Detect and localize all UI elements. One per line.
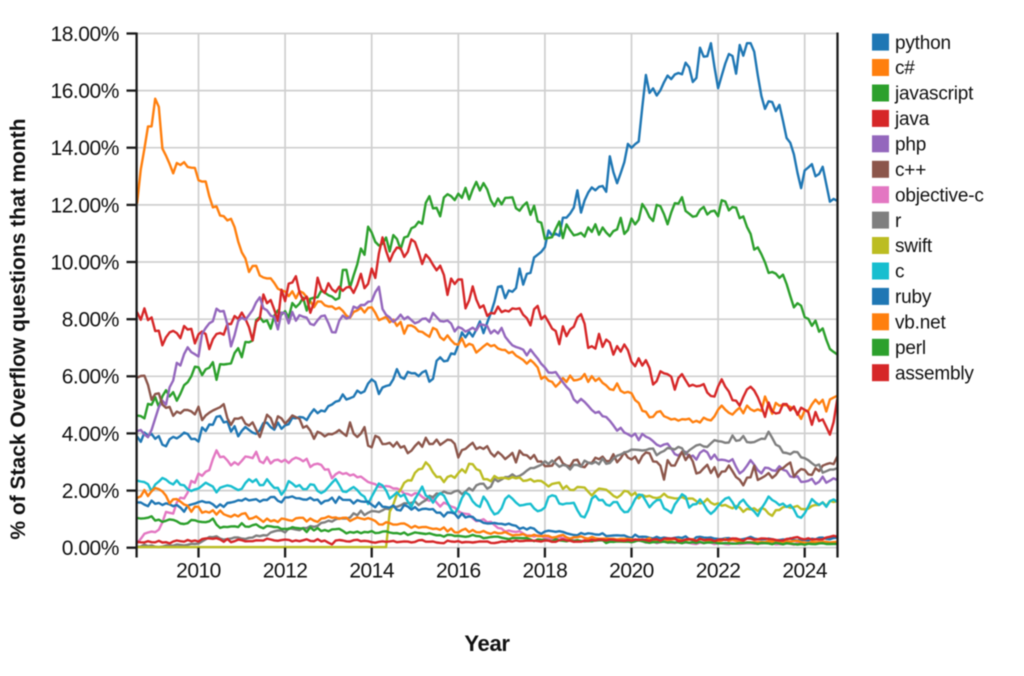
svg-text:2022: 2022 xyxy=(696,560,741,583)
svg-text:perl: perl xyxy=(895,338,926,359)
svg-text:0.00%: 0.00% xyxy=(62,537,119,560)
svg-text:4.00%: 4.00% xyxy=(62,423,119,446)
svg-text:2012: 2012 xyxy=(263,560,308,583)
svg-text:2018: 2018 xyxy=(523,560,568,583)
svg-text:objective-c: objective-c xyxy=(895,185,984,206)
svg-text:php: php xyxy=(895,135,926,156)
svg-text:c++: c++ xyxy=(895,160,926,181)
svg-text:% of Stack Overflow questions: % of Stack Overflow questions that month xyxy=(7,118,30,539)
svg-text:2010: 2010 xyxy=(176,560,221,583)
svg-text:2024: 2024 xyxy=(782,560,828,583)
svg-text:16.00%: 16.00% xyxy=(50,80,119,103)
svg-text:swift: swift xyxy=(895,236,933,257)
svg-text:6.00%: 6.00% xyxy=(62,366,119,389)
svg-text:python: python xyxy=(895,33,951,54)
svg-text:r: r xyxy=(895,211,902,232)
svg-text:2014: 2014 xyxy=(349,560,395,583)
svg-text:c#: c# xyxy=(895,58,915,79)
svg-text:Year: Year xyxy=(464,631,510,656)
svg-text:10.00%: 10.00% xyxy=(50,251,119,274)
svg-text:8.00%: 8.00% xyxy=(62,309,119,332)
svg-text:java: java xyxy=(894,109,930,130)
svg-text:c: c xyxy=(895,262,904,283)
svg-text:vb.net: vb.net xyxy=(895,313,946,334)
svg-text:assembly: assembly xyxy=(895,363,974,384)
svg-text:2.00%: 2.00% xyxy=(62,480,119,503)
svg-text:ruby: ruby xyxy=(895,287,932,308)
svg-text:2016: 2016 xyxy=(436,560,481,583)
svg-text:javascript: javascript xyxy=(894,84,974,105)
svg-text:2020: 2020 xyxy=(609,560,654,583)
svg-text:18.00%: 18.00% xyxy=(50,23,119,46)
svg-text:14.00%: 14.00% xyxy=(50,137,119,160)
svg-text:12.00%: 12.00% xyxy=(50,194,119,217)
